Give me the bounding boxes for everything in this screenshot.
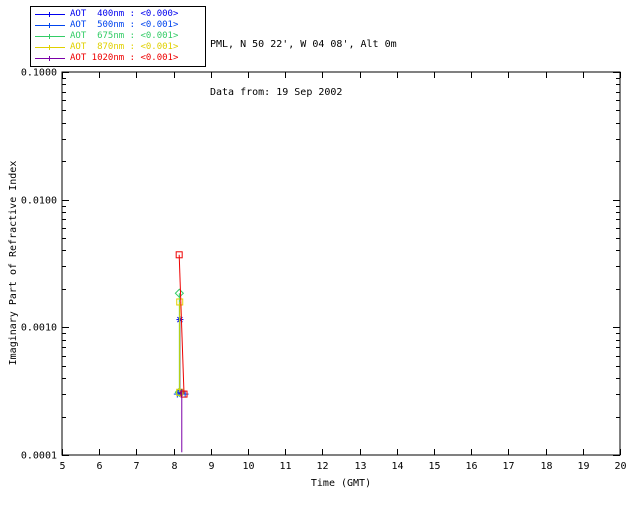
svg-text:16: 16 <box>465 461 477 472</box>
svg-text:18: 18 <box>540 461 552 472</box>
legend-marker-tick <box>49 45 50 50</box>
legend-marker-tick <box>49 23 50 28</box>
legend-item-label: AOT 675nm : <0.001> <box>70 31 179 41</box>
legend-marker-tick <box>49 12 50 17</box>
svg-text:13: 13 <box>354 461 366 472</box>
legend-marker-tick <box>49 34 50 39</box>
svg-text:7: 7 <box>133 461 139 472</box>
svg-text:9: 9 <box>208 461 214 472</box>
svg-text:15: 15 <box>428 461 440 472</box>
svg-text:0.0100: 0.0100 <box>21 196 57 207</box>
data-date-line: Data from: 19 Sep 2002 <box>210 87 343 98</box>
legend-line-sample <box>35 23 65 28</box>
x-axis-title: Time (GMT) <box>310 478 372 489</box>
svg-text:0.0010: 0.0010 <box>21 323 57 334</box>
svg-text:17: 17 <box>502 461 514 472</box>
legend-line-sample <box>35 12 65 17</box>
legend-item-label: AOT 400nm : <0.000> <box>70 9 179 19</box>
legend-item-400nm: AOT 400nm : <0.000> <box>35 9 201 20</box>
svg-text:6: 6 <box>96 461 102 472</box>
svg-text:0.0001: 0.0001 <box>21 451 57 462</box>
svg-text:20: 20 <box>614 461 626 472</box>
legend-item-1020nm: AOT 1020nm : <0.001> <box>35 53 201 64</box>
legend-item-label: AOT 870nm : <0.001> <box>70 42 179 52</box>
svg-text:11: 11 <box>279 461 291 472</box>
svg-text:19: 19 <box>577 461 589 472</box>
svg-text:8: 8 <box>171 461 177 472</box>
legend-item-label: AOT 1020nm : <0.001> <box>70 53 179 63</box>
header-block: PML, N 50 22', W 04 08', Alt 0m Data fro… <box>210 5 397 133</box>
legend-item-label: AOT 500nm : <0.001> <box>70 20 179 30</box>
legend-item-870nm: AOT 870nm : <0.001> <box>35 42 201 53</box>
legend-item-675nm: AOT 675nm : <0.001> <box>35 31 201 42</box>
svg-text:10: 10 <box>242 461 254 472</box>
y-axis-title: Imaginary Part of Refractive Index <box>8 160 19 366</box>
legend-line-sample <box>35 56 65 61</box>
svg-text:0.1000: 0.1000 <box>21 68 57 79</box>
site-location-line: PML, N 50 22', W 04 08', Alt 0m <box>210 39 397 50</box>
svg-text:12: 12 <box>316 461 328 472</box>
svg-text:5: 5 <box>59 461 65 472</box>
legend-marker-tick <box>49 56 50 61</box>
legend-box: AOT 400nm : <0.000> AOT 500nm : <0.001> … <box>30 6 206 67</box>
legend-item-500nm: AOT 500nm : <0.001> <box>35 20 201 31</box>
legend-line-sample <box>35 45 65 50</box>
svg-text:14: 14 <box>391 461 403 472</box>
legend-line-sample <box>35 34 65 39</box>
